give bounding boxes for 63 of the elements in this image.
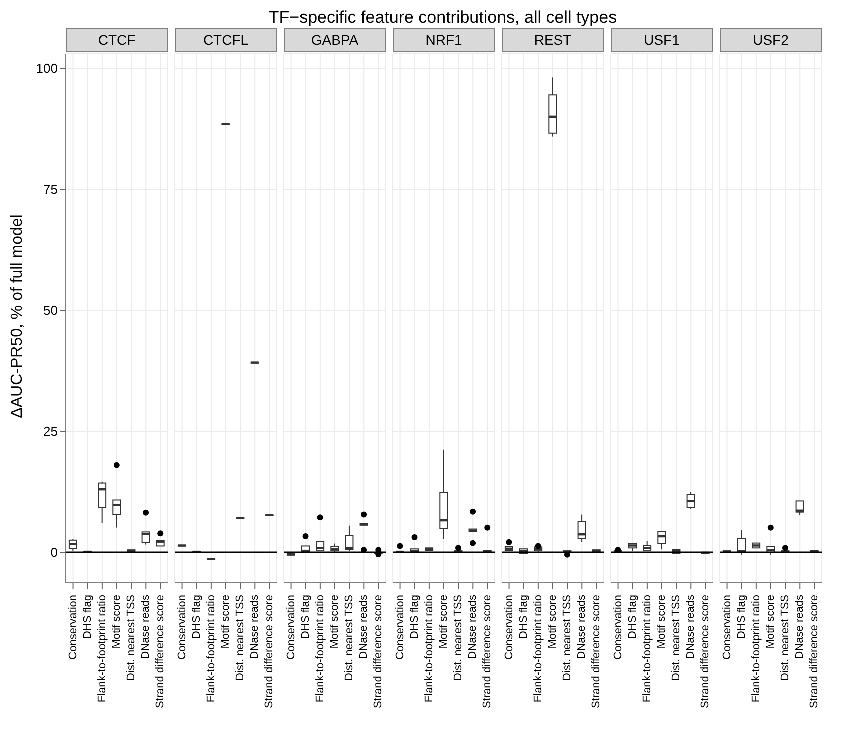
chart-title: CTCF xyxy=(66,28,168,52)
x-tick-label: DNase reads xyxy=(576,594,588,660)
x-tick-label: Conservation xyxy=(721,595,734,660)
x-tick-label: DNase reads xyxy=(140,594,152,660)
x-tick-label: DHS flag xyxy=(300,595,312,640)
x-tick-label: Conservation xyxy=(612,595,624,660)
x-tick-label: Dist. nearest TSS xyxy=(562,595,574,681)
chart-title: REST xyxy=(502,28,604,52)
x-tick-label: DHS flag xyxy=(518,595,530,640)
x-tick-label: Conservation xyxy=(285,595,298,660)
y-tick-label: 50 xyxy=(44,303,58,318)
x-tick-label: Conservation xyxy=(394,595,406,660)
x-tick-label: DNase reads xyxy=(685,594,698,660)
x-tick-label: DNase reads xyxy=(467,594,480,660)
x-tick-label: Dist. nearest TSS xyxy=(780,595,792,681)
x-tick-label: Motif score xyxy=(547,595,559,649)
x-tick-label: Motif score xyxy=(329,595,341,649)
x-tick-label: Dist. nearest TSS xyxy=(126,595,138,681)
x-tick-label: Strand difference score xyxy=(154,595,167,709)
x-tick-label: Motif score xyxy=(765,595,777,649)
x-tick-label: Motif score xyxy=(220,595,232,649)
x-tick-label: Flank-to-footprint ratio xyxy=(96,595,108,703)
y-tick-label: 0 xyxy=(50,545,58,560)
y-axis-title: ΔAUC-PR50, % of full model xyxy=(9,214,26,418)
x-tick-label: DNase reads xyxy=(794,594,806,660)
x-tick-label: Motif score xyxy=(438,595,450,649)
x-tick-label: Flank-to-footprint ratio xyxy=(532,595,544,703)
x-tick-label: Strand difference score xyxy=(482,595,494,709)
x-tick-label: DHS flag xyxy=(82,595,94,640)
x-tick-label: Conservation xyxy=(176,595,188,660)
x-tick-label: DNase reads xyxy=(358,594,370,660)
y-tick-label: 25 xyxy=(44,424,58,440)
x-tick-label: Conservation xyxy=(503,595,516,660)
x-tick-label: DHS flag xyxy=(626,595,639,640)
y-tick-label: 75 xyxy=(44,182,58,198)
x-tick-label: Strand difference score xyxy=(700,595,712,709)
x-tick-label: Conservation xyxy=(67,595,80,660)
x-tick-label: Dist. nearest TSS xyxy=(344,595,356,681)
x-tick-label: Flank-to-footprint ratio xyxy=(314,595,326,703)
x-tick-label: DHS flag xyxy=(736,595,748,640)
x-tick-label: Flank-to-footprint ratio xyxy=(423,595,436,703)
x-tick-label: Flank-to-footprint ratio xyxy=(205,595,218,703)
x-tick-label: Motif score xyxy=(111,595,123,649)
x-tick-label: Strand difference score xyxy=(808,595,821,709)
chart-title: GABPA xyxy=(284,28,386,52)
chart-title: CTCFL xyxy=(175,28,277,52)
x-tick-label: Flank-to-footprint ratio xyxy=(641,595,654,703)
y-tick-label: 100 xyxy=(36,61,58,76)
text: TF−specific feature contributions, all cell types xyxy=(268,8,618,27)
chart-title: USF1 xyxy=(611,28,713,52)
x-tick-label: Motif score xyxy=(656,595,668,649)
x-tick-label: Strand difference score xyxy=(264,595,276,709)
x-tick-label: Strand difference score xyxy=(590,595,603,709)
chart-title: NRF1 xyxy=(393,28,495,52)
x-tick-label: DHS flag xyxy=(190,595,203,640)
x-tick-label: Dist. nearest TSS xyxy=(452,595,465,681)
x-tick-label: DNase reads xyxy=(249,594,262,660)
x-tick-label: Strand difference score xyxy=(372,595,385,709)
x-tick-label: Flank-to-footprint ratio xyxy=(750,595,762,703)
x-tick-label: DHS flag xyxy=(408,595,421,640)
x-tick-label: Dist. nearest TSS xyxy=(234,595,247,681)
x-tick-label: Dist. nearest TSS xyxy=(670,595,683,681)
chart-title: USF2 xyxy=(720,28,822,52)
